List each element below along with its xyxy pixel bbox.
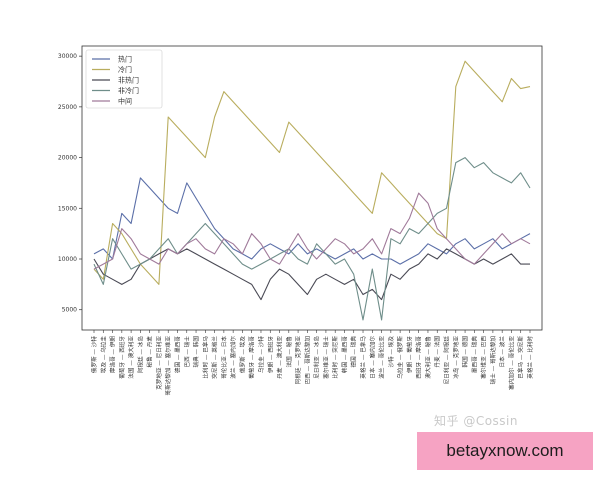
- x-tick-label: 巴拿马 — 突尼斯: [517, 336, 525, 379]
- x-tick-label: 埃及 — 乌拉圭: [99, 336, 107, 374]
- x-tick-label: 葡萄牙 — 摩洛哥: [248, 336, 256, 379]
- x-tick-label: 比利时 — 突尼斯: [331, 336, 339, 379]
- site-badge: betayxnow.com: [417, 432, 593, 470]
- x-tick-label: 俄罗斯 — 沙特: [90, 336, 98, 374]
- legend-label-2: 非热门: [118, 76, 139, 85]
- x-tick-label: 伊朗 — 葡萄牙: [405, 336, 413, 374]
- y-tick-label: 20000: [58, 155, 77, 162]
- x-tick-label: 波兰 — 塞内加尔: [229, 336, 237, 379]
- x-tick-label: 摩洛哥 — 伊朗: [109, 336, 117, 374]
- x-tick-label: 哥斯达黎加 — 塞尔维亚: [164, 336, 172, 396]
- x-tick-label: 突尼斯 — 英格兰: [211, 336, 219, 379]
- series-line-1: [93, 60, 531, 285]
- x-tick-label: 乌拉圭 — 沙特: [257, 336, 265, 374]
- y-tick-label: 5000: [62, 307, 77, 314]
- x-tick-label: 瑞士 — 哥斯达黎加: [489, 336, 497, 385]
- legend-label-3: 非冷门: [118, 86, 139, 95]
- x-tick-label: 阿根廷 — 冰岛: [136, 336, 144, 374]
- y-tick-label: 30000: [58, 53, 77, 60]
- series-line-0: [93, 177, 531, 265]
- x-tick-label: 伊朗 — 西班牙: [266, 336, 274, 374]
- x-tick-label: 沙特 — 埃及: [387, 336, 395, 368]
- x-tick-label: 日本 — 波兰: [498, 336, 506, 368]
- y-axis: 5000 10000 15000 20000 25000 30000: [58, 53, 82, 314]
- x-tick-label: 哥伦比亚 — 日本: [220, 336, 228, 379]
- x-tick-label: 法国 — 秘鲁: [285, 336, 293, 368]
- x-tick-label: 澳大利亚 — 秘鲁: [424, 336, 432, 379]
- series-lines: [93, 60, 531, 321]
- y-tick-label: 10000: [58, 256, 77, 263]
- x-tick-label: 丹麦 — 法国: [433, 336, 441, 368]
- x-tick-label: 乌拉圭 — 俄罗斯: [396, 336, 404, 379]
- x-tick-label: 巴西 — 瑞士: [183, 336, 191, 368]
- x-tick-label: 葡萄牙 — 西班牙: [118, 336, 126, 379]
- x-tick-label: 德国 — 瑞典: [350, 336, 358, 368]
- x-tick-label: 日本 — 塞内加尔: [368, 336, 376, 379]
- y-tick-label: 15000: [58, 205, 77, 212]
- x-tick-label: 英格兰 — 比利时: [526, 336, 534, 379]
- x-tick-label: 西班牙 — 摩洛哥: [415, 336, 423, 379]
- x-tick-label: 塞尔维亚 — 巴西: [480, 336, 488, 379]
- legend-label-4: 中间: [118, 97, 132, 106]
- x-tick-label: 比利时 — 巴拿马: [201, 336, 209, 379]
- watermark-text: 知乎 @Cossin: [434, 414, 518, 428]
- series-line-4: [93, 192, 531, 270]
- x-tick-label: 丹麦 — 澳大利亚: [276, 336, 284, 379]
- plot-area-frame: [81, 45, 543, 331]
- y-tick-label: 25000: [58, 104, 77, 111]
- x-tick-label: 法国 — 澳大利亚: [127, 336, 135, 379]
- x-tick-label: 秘鲁 — 丹麦: [146, 336, 154, 368]
- x-tick-label: 俄罗斯 — 埃及: [238, 336, 246, 374]
- x-tick-label: 尼日利亚 — 阿根廷: [443, 336, 451, 385]
- x-tick-label: 冰岛 — 克罗地亚: [452, 336, 460, 379]
- legend-box: [85, 49, 163, 109]
- x-tick-label: 瑞典 — 韩国: [192, 336, 200, 368]
- legend-label-1: 冷门: [118, 65, 132, 74]
- x-tick-label: 韩国 — 墨西哥: [340, 336, 348, 374]
- x-tick-label: 巴西 — 哥斯达黎加: [303, 336, 311, 385]
- x-tick-label: 德国 — 墨西哥: [173, 336, 181, 374]
- x-tick-label: 韩国 — 德国: [461, 336, 469, 368]
- x-tick-label: 墨西哥 — 瑞典: [470, 336, 478, 374]
- legend-label-0: 热门: [118, 55, 132, 64]
- x-tick-label: 阿根廷 — 克罗地亚: [294, 336, 302, 385]
- x-tick-label: 尼日利亚 — 冰岛: [313, 336, 321, 379]
- x-tick-label: 克罗地亚 — 尼日利亚: [155, 336, 163, 390]
- x-tick-label: 塞内加尔 — 哥伦比亚: [507, 336, 515, 390]
- x-tick-label: 塞尔维亚 — 瑞士: [322, 336, 330, 379]
- x-tick-label: 波兰 — 哥伦比亚: [378, 336, 386, 379]
- x-tick-label: 英格兰 — 巴拿马: [359, 336, 367, 379]
- series-line-2: [93, 248, 530, 301]
- x-axis: 俄罗斯 — 沙特 埃及 — 乌拉圭 摩洛哥 — 伊朗 葡萄牙 — 西班牙 法国 — 澳大…: [90, 330, 534, 396]
